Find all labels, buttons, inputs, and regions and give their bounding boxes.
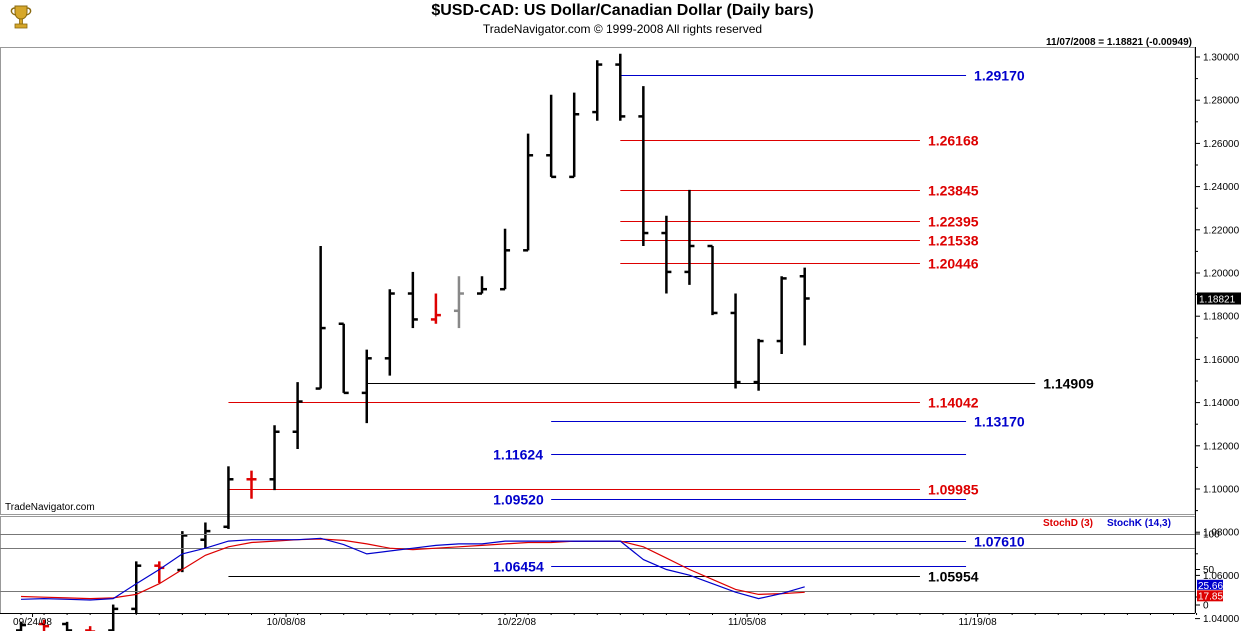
level-label: 1.20446: [928, 256, 979, 272]
price-readout: 11/07/2008 = 1.18821 (-0.00949): [1046, 37, 1192, 48]
ohlc-bar: [638, 86, 649, 246]
ohlc-bar: [16, 621, 26, 631]
level-label: 1.22395: [928, 214, 979, 230]
price-tick-label: 1.22000: [1203, 225, 1240, 236]
price-tick-label: 1.16000: [1203, 355, 1240, 366]
level-label: 1.09985: [928, 482, 979, 498]
level-label: 1.11624: [493, 447, 543, 463]
price-tick-label: 1.14000: [1203, 398, 1240, 409]
ohlc-bar: [39, 619, 50, 631]
level-label: 1.13170: [974, 414, 1025, 430]
chart-subtitle: TradeNavigator.com © 1999-2008 All right…: [482, 22, 763, 36]
ohlc-bar: [453, 276, 464, 329]
ohlc-bar: [776, 276, 787, 354]
ohlc-bar: [615, 53, 626, 121]
date-tick-label: 11/19/08: [958, 617, 997, 628]
date-tick-label: 09/24/08: [13, 617, 52, 628]
stoch-d-box: [1197, 590, 1223, 602]
price-axis: 1.30000 1.28000 1.26000 1.24000 1.22000 1.200…: [1195, 53, 1241, 625]
date-tick-label: 11/05/08: [728, 617, 767, 628]
ohlc-bar: [430, 293, 441, 324]
ohlc-bar: [85, 626, 96, 631]
level-label: 1.14042: [928, 395, 979, 411]
level-label: 1.06454: [493, 559, 544, 575]
price-tick-label: 1.30000: [1203, 53, 1240, 64]
stoch-legend-entry: StochK (14,3): [1107, 518, 1171, 529]
ohlc-bar: [592, 60, 603, 121]
ohlc-bar: [707, 244, 718, 316]
ohlc-bar: [500, 228, 511, 291]
stoch-legend-entry: StochD (3): [1043, 518, 1093, 529]
price-tick-label: 1.12000: [1203, 441, 1240, 452]
level-label: 1.23845: [928, 183, 979, 199]
stoch-series-line: [20, 537, 805, 601]
chart-title: $USD-CAD: US Dollar/Canadian Dollar (Dai…: [431, 2, 814, 19]
ohlc-bar: [108, 604, 119, 631]
level-label: 1.09520: [493, 492, 544, 508]
ohlc-bar: [407, 271, 418, 329]
level-label: 1.21538: [928, 233, 979, 249]
ohlc-bar: [62, 621, 73, 631]
ohlc-bar: [546, 94, 557, 179]
trophy-logo-icon: [6, 2, 36, 32]
ohlc-bar: [661, 215, 672, 294]
ohlc-bar: [569, 92, 580, 179]
stochastic-panel: StochD (3) StochK (14,3): [0, 518, 1195, 601]
date-axis: 09/24/08 10/08/08 10/22/08 11/05/08 11/19/08: [13, 613, 1198, 628]
stoch-k-box: [1197, 579, 1223, 590]
date-tick-label: 10/08/08: [267, 617, 306, 628]
last-price-label: 1.18821: [1199, 294, 1236, 305]
price-bars: [16, 53, 810, 631]
ohlc-bar: [338, 322, 349, 395]
ohlc-bar: [361, 349, 372, 424]
level-label: 1.26168: [928, 133, 979, 149]
ohlc-bar: [799, 267, 810, 346]
price-tick-label: 1.28000: [1203, 96, 1240, 107]
price-tick-label: 1.10000: [1203, 485, 1240, 496]
price-tick-label: 1.18000: [1203, 312, 1240, 323]
stoch-series-line: [20, 538, 805, 600]
ohlc-bar: [292, 382, 303, 450]
stoch-d-value: 17.85: [1198, 591, 1223, 602]
stoch-tick-label: 100: [1203, 530, 1220, 541]
ohlc-bar: [269, 425, 280, 491]
stoch-k-value: 25.66: [1198, 581, 1223, 592]
ohlc-bar: [477, 276, 487, 295]
price-tick-label: 1.06000: [1203, 571, 1240, 582]
date-tick-label: 10/22/08: [497, 617, 536, 628]
ohlc-bar: [177, 531, 188, 573]
level-label: 1.14909: [1043, 376, 1094, 392]
ohlc-bar: [684, 189, 695, 285]
stoch-plot-border: [0, 516, 1196, 614]
last-price-box: [1197, 292, 1241, 305]
ohlc-bar: [730, 293, 741, 389]
price-tick-label: 1.04000: [1203, 614, 1240, 625]
ohlc-bar: [131, 561, 142, 614]
watermark: TradeNavigator.com: [5, 502, 95, 513]
price-tick-label: 1.26000: [1203, 139, 1240, 150]
ohlc-bar: [246, 470, 257, 499]
ohlc-bar: [200, 522, 211, 549]
ohlc-bar: [523, 133, 534, 252]
stoch-tick-label: 0: [1203, 601, 1209, 612]
stoch-tick-label: 50: [1203, 565, 1215, 576]
level-label: 1.29170: [974, 68, 1025, 84]
price-tick-label: 1.08000: [1203, 528, 1240, 539]
ohlc-bar: [223, 466, 234, 529]
level-label: 1.07610: [974, 534, 1025, 550]
ohlc-bar: [384, 289, 395, 376]
price-tick-label: 1.24000: [1203, 182, 1240, 193]
chart-frame: [0, 47, 1196, 614]
ohlc-bar: [753, 338, 764, 391]
price-tick-label: 1.20000: [1203, 269, 1240, 280]
ohlc-bar: [315, 246, 326, 390]
fibonacci-levels: 1.29170 1.26168 1.23845 1.22395 1.21538 1.204…: [228, 68, 1094, 585]
level-label: 1.05954: [928, 569, 979, 585]
